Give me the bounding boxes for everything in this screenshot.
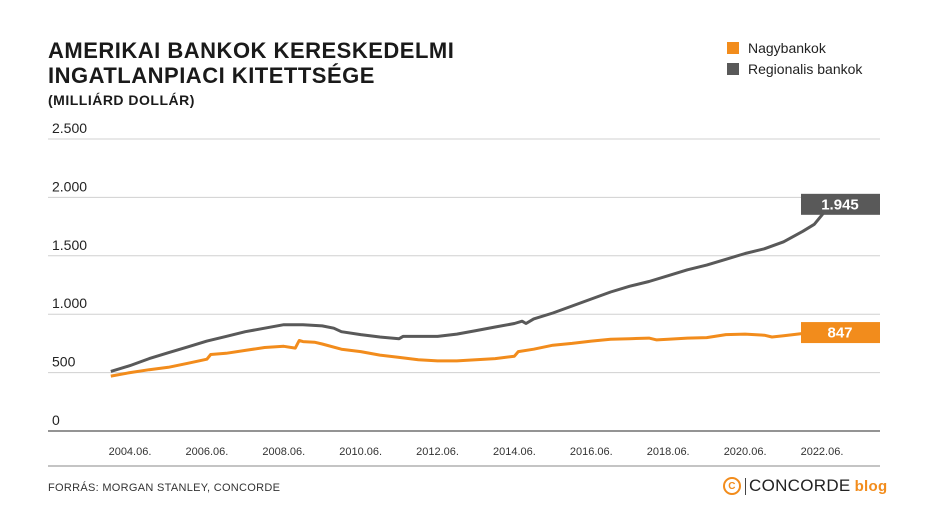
x-tick-label-2010.06.: 2010.06. [339, 446, 382, 458]
logo-blog: blog [854, 477, 888, 495]
logo-separator [745, 477, 746, 495]
y-tick-label-1000: 1.000 [52, 295, 87, 311]
end-label-box-1 [801, 193, 880, 215]
legend-swatch-nagybankok [727, 41, 739, 54]
legend-item-nagybankok: Nagybankok [727, 37, 862, 58]
x-tick-label-2020.06.: 2020.06. [724, 446, 767, 458]
legend-label-regionalis-bankok: Regionalis bankok [748, 60, 863, 77]
series-line-nagybankok [110, 330, 832, 378]
end-label-1: 1.945 [821, 196, 859, 213]
chart-subtitle: (MILLIÁRD DOLLÁR) [48, 92, 195, 108]
y-tick-label-1500: 1.500 [52, 237, 87, 253]
concorde-logo-icon: C [723, 477, 741, 495]
chart-legend: Nagybankok Regionalis bankok [727, 37, 862, 79]
legend-label-nagybankok: Nagybankok [748, 39, 826, 56]
x-tick-label-2018.06.: 2018.06. [647, 446, 690, 458]
series-line-regionalis-bankok [110, 202, 833, 373]
source-note: FORRÁS: MORGAN STANLEY, CONCORDE [48, 482, 281, 494]
end-label-box-0 [801, 322, 880, 344]
x-tick-label-2016.06.: 2016.06. [570, 446, 613, 458]
end-label-0: 847 [827, 325, 852, 342]
x-tick-label-2004.06.: 2004.06. [109, 446, 152, 458]
y-tick-label-500: 500 [52, 354, 76, 370]
legend-item-regionalis-bankok: Regionalis bankok [727, 58, 862, 79]
x-tick-label-2012.06.: 2012.06. [416, 446, 459, 458]
x-tick-label-2022.06.: 2022.06. [801, 446, 844, 458]
chart-title: AMERIKAI BANKOK KERESKEDELMI INGATLANPIA… [48, 38, 455, 88]
y-tick-label-2000: 2.000 [52, 178, 87, 194]
x-tick-label-2014.06.: 2014.06. [493, 446, 536, 458]
logo-name: CONCORDE [749, 476, 851, 495]
legend-swatch-regionalis-bankok [727, 62, 739, 75]
concorde-blog-logo: C CONCORDE blog [723, 476, 887, 496]
x-tick-label-2006.06.: 2006.06. [185, 446, 228, 458]
x-tick-label-2008.06.: 2008.06. [262, 446, 305, 458]
y-tick-label-0: 0 [52, 412, 60, 428]
y-tick-label-2500: 2.500 [52, 120, 87, 136]
